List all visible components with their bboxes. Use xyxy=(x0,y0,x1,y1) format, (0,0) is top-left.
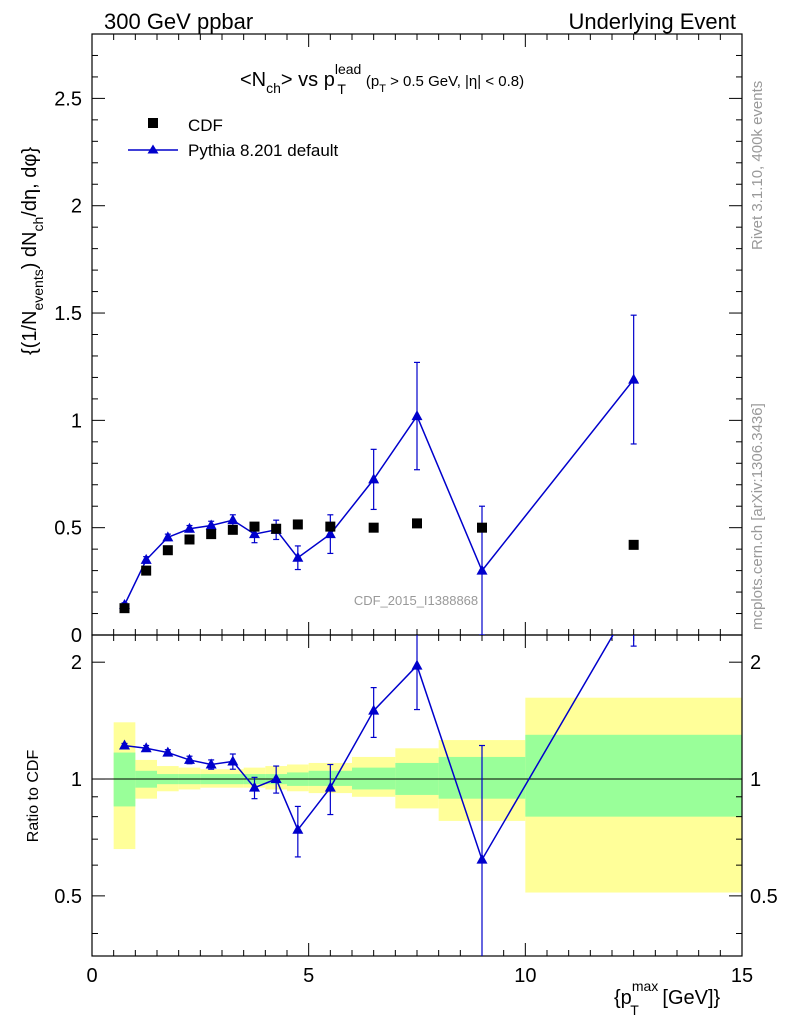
pythia-point xyxy=(184,522,195,533)
ylabel-part-c: /dη, dφ} xyxy=(19,147,41,217)
pythia-point xyxy=(476,564,488,575)
x-tick-label: 5 xyxy=(303,965,314,987)
title-sup: lead xyxy=(335,61,361,77)
legend-pythia-marker xyxy=(147,144,159,154)
cdf-point xyxy=(325,521,336,532)
x-tick-label: 0 xyxy=(86,965,97,987)
pythia-point xyxy=(324,528,336,539)
cdf-point xyxy=(628,539,639,550)
cdf-point xyxy=(368,522,379,533)
legend-pythia-label: Pythia 8.201 default xyxy=(188,141,339,160)
ylabel-sub-b: ch xyxy=(30,217,46,232)
plot-title: <Nch> vs plead T (pT > 0.5 GeV, |η| < 0.8) xyxy=(240,61,524,97)
legend: CDF Pythia 8.201 default xyxy=(128,116,339,160)
xlabel-sup: max xyxy=(632,978,658,994)
y-tick-label: 0.5 xyxy=(54,886,82,908)
y-axis-label-upper: {(1/Nevents) dNch/dη, dφ} xyxy=(19,147,46,355)
xlabel-sub: T xyxy=(630,1002,639,1018)
y-tick-label-right: 1 xyxy=(750,769,761,791)
y-tick-label: 1 xyxy=(71,769,82,791)
cdf-point xyxy=(206,529,217,540)
y-tick-label: 2 xyxy=(71,652,82,674)
cdf-point xyxy=(271,523,282,534)
title-cut-sub: T xyxy=(379,83,386,95)
ylabel-part-a: {(1/N xyxy=(19,311,41,355)
ratio-point xyxy=(227,755,239,766)
cdf-point xyxy=(119,603,130,614)
x-tick-label: 15 xyxy=(731,965,753,987)
ratio-point xyxy=(249,781,260,792)
header-right: Underlying Event xyxy=(568,9,736,34)
y-tick-label-right: 2 xyxy=(750,652,761,674)
pythia-point xyxy=(368,473,380,484)
title-sub-2: T xyxy=(337,81,346,97)
y-tick-label: 1.5 xyxy=(54,303,82,325)
band-inner-bin xyxy=(525,734,742,817)
cdf-point xyxy=(292,519,303,530)
cdf-point xyxy=(162,545,173,556)
title-sub-1: ch xyxy=(266,80,281,96)
y-tick-label: 0 xyxy=(71,625,82,647)
title-cut: (p xyxy=(366,73,379,90)
pythia-point xyxy=(205,519,217,530)
xlabel-part-b: [GeV]} xyxy=(657,987,721,1009)
ratio-point xyxy=(162,746,174,757)
ratio-point xyxy=(270,773,282,784)
title-part-1: <N xyxy=(240,69,266,91)
legend-cdf-marker xyxy=(148,118,158,128)
ratio-plot-marks xyxy=(119,594,639,956)
cdf-point xyxy=(412,518,422,529)
pythia-point xyxy=(140,553,152,564)
cdf-point xyxy=(249,521,260,532)
y-axis-label-lower: Ratio to CDF xyxy=(25,750,42,843)
header-left: 300 GeV ppbar xyxy=(104,9,253,34)
pythia-point xyxy=(162,531,174,542)
pythia-line xyxy=(123,379,635,606)
x-axis-label: {pmax T [GeV]} xyxy=(614,978,721,1018)
y-tick-label: 2.5 xyxy=(54,88,82,110)
pythia-point xyxy=(411,410,423,421)
mcplots-info: mcplots.cern.ch [arXiv:1306.3436] xyxy=(749,403,766,630)
ratio-point xyxy=(324,781,336,792)
ratio-point xyxy=(368,704,380,715)
y-tick-label: 1 xyxy=(71,410,82,432)
rivet-info: Rivet 3.1.10, 400k events xyxy=(749,81,766,250)
legend-cdf-label: CDF xyxy=(188,116,223,135)
ylabel-part-b: ) dN xyxy=(19,231,41,269)
title-part-2: > vs p xyxy=(281,69,335,91)
cdf-point xyxy=(141,565,152,576)
ratio-point xyxy=(476,853,488,864)
y-tick-label-right: 0.5 xyxy=(750,886,778,908)
analysis-watermark: CDF_2015_I1388868 xyxy=(354,593,478,608)
title-cut-rest: > 0.5 GeV, |η| < 0.8) xyxy=(386,73,524,90)
ratio-point xyxy=(205,758,217,769)
ratio-point xyxy=(628,594,639,604)
ratio-point xyxy=(184,753,195,764)
pythia-point xyxy=(227,514,239,525)
y-tick-label: 2 xyxy=(71,196,82,218)
xlabel-part-a: {p xyxy=(614,987,632,1009)
pythia-point xyxy=(249,528,260,539)
ratio-point xyxy=(140,742,152,753)
ratio-point xyxy=(119,739,130,750)
uncertainty-bands xyxy=(113,697,742,893)
pythia-point xyxy=(628,373,640,384)
ratio-point xyxy=(292,823,304,834)
x-tick-label: 10 xyxy=(514,965,536,987)
pythia-point xyxy=(292,551,304,562)
cdf-point xyxy=(184,534,195,545)
main-plot-marks xyxy=(119,314,640,635)
cdf-point xyxy=(477,522,487,533)
cdf-point xyxy=(227,524,238,535)
ylabel-sub-a: events xyxy=(30,269,46,310)
y-tick-label: 0.5 xyxy=(54,518,82,540)
ratio-point xyxy=(411,659,423,670)
